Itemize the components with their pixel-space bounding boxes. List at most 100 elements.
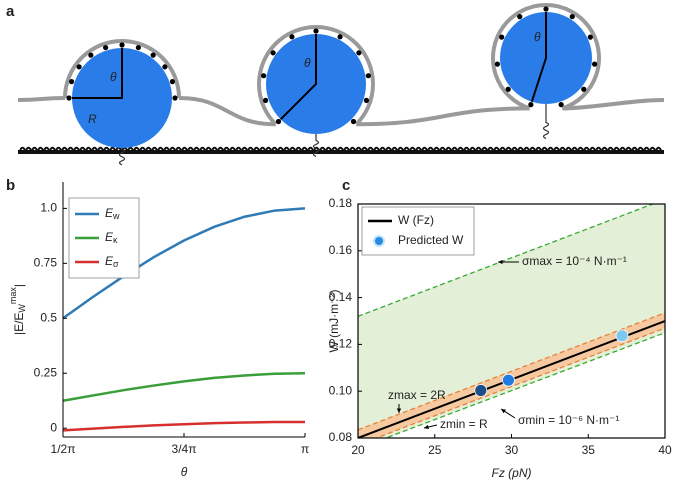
substrate-hair: [79, 146, 86, 152]
substrate-hair: [421, 146, 428, 152]
band: [358, 204, 665, 438]
annotation-arrowhead: [501, 409, 506, 414]
substrate-hair: [109, 146, 116, 152]
substrate-hair: [637, 146, 644, 152]
x-tick-label: 20: [351, 443, 365, 457]
band-edge: [384, 332, 665, 438]
substrate-hair: [631, 146, 638, 152]
substrate-hair: [391, 146, 398, 152]
linker: [66, 95, 72, 101]
substrate-hair: [643, 146, 650, 152]
substrate-hair: [601, 146, 608, 152]
substrate-hair: [367, 146, 374, 152]
x-axis-label: θ: [181, 465, 188, 479]
substrate-hair: [19, 146, 26, 152]
linker: [356, 50, 362, 56]
legend-box: [361, 206, 475, 256]
substrate-hair: [277, 146, 284, 152]
substrate-hair: [157, 146, 164, 152]
substrate-hair: [523, 146, 530, 152]
legend-label: Eσ: [105, 254, 119, 269]
substrate-hair: [55, 146, 62, 152]
substrate-hair: [37, 146, 44, 152]
legend-label: Ew: [105, 206, 120, 221]
substrate-hair: [463, 146, 470, 152]
substrate-hair: [223, 146, 230, 152]
panel-letter: a: [6, 3, 15, 20]
substrate-hair: [607, 146, 614, 152]
x-tick-label: 30: [505, 443, 519, 457]
substrate-hair: [517, 146, 524, 152]
annotation-arrowhead: [424, 424, 429, 430]
substrate-hair: [355, 146, 362, 152]
membrane-wrap: [63, 39, 181, 99]
legend-label: W (Fz): [398, 213, 434, 227]
substrate-hair: [475, 146, 482, 152]
x-tick-label: 25: [428, 443, 442, 457]
diagram: θ Rθ θ: [17, 3, 665, 166]
substrate-hair: [535, 146, 542, 152]
angle-lines: [72, 48, 123, 99]
substrate-hair: [343, 146, 350, 152]
angle-label: θ: [534, 30, 541, 44]
point: [615, 329, 629, 343]
y-tick-label: 0.14: [329, 290, 353, 304]
substrate-hair: [571, 146, 578, 152]
substrate-hair: [553, 146, 560, 152]
linker: [275, 118, 282, 125]
substrate-hair: [97, 146, 104, 152]
substrate-hair: [397, 146, 404, 152]
substrate-hair: [577, 146, 584, 152]
substrate-hair: [139, 146, 146, 152]
linker: [76, 64, 82, 70]
substrate-hair: [247, 146, 254, 152]
substrate-hair: [493, 146, 500, 152]
angle-lines: [530, 12, 547, 103]
substrate-hair: [451, 146, 458, 152]
linker: [350, 118, 357, 125]
substrate-hair: [103, 146, 110, 152]
linker: [587, 34, 593, 40]
substrate-hair: [505, 146, 512, 152]
substrate-hair: [49, 146, 56, 152]
linker: [337, 34, 343, 40]
linker: [365, 73, 371, 79]
linker: [103, 44, 109, 51]
substrate-hair: [175, 146, 182, 152]
substrate-hair: [595, 146, 602, 152]
substrate-hair: [229, 146, 236, 152]
membrane: [178, 96, 276, 127]
spring: [542, 104, 550, 139]
linker: [313, 28, 319, 34]
y-tick-label: 0.16: [329, 243, 353, 257]
substrate-hair: [193, 146, 200, 152]
substrate-hair: [25, 146, 32, 152]
panel-letter: b: [6, 177, 15, 194]
linker: [528, 102, 534, 108]
substrate-hair: [529, 146, 536, 152]
substrate-hair: [499, 146, 506, 152]
series-line: [62, 207, 306, 320]
point: [502, 373, 515, 387]
linker: [363, 97, 370, 103]
x-tick-label: 35: [582, 443, 596, 457]
y-axis-label-part: max: [8, 287, 18, 305]
substrate-hair: [43, 146, 50, 152]
substrate-hair: [511, 146, 518, 152]
substrate-hair: [127, 146, 134, 152]
annotation: σmin = 10⁻⁶ N·m⁻¹: [518, 413, 619, 427]
substrate-hair: [205, 146, 212, 152]
x-tick-label: π: [301, 442, 309, 456]
linker: [135, 44, 141, 51]
substrate-hair: [133, 146, 140, 152]
plot: 0 0.25 0.5 0.75 1.0 1/2π 3/4π π θ |E/EWmax| Ew Eκ Eσ: [8, 182, 309, 479]
y-tick-label: 1.0: [40, 201, 57, 215]
linker: [499, 34, 505, 40]
linker: [150, 52, 156, 58]
legend-marker: [373, 235, 385, 247]
linker: [169, 79, 176, 85]
substrate-hair: [307, 146, 314, 152]
substrate-hair: [235, 146, 242, 152]
substrate-hair: [241, 146, 248, 152]
